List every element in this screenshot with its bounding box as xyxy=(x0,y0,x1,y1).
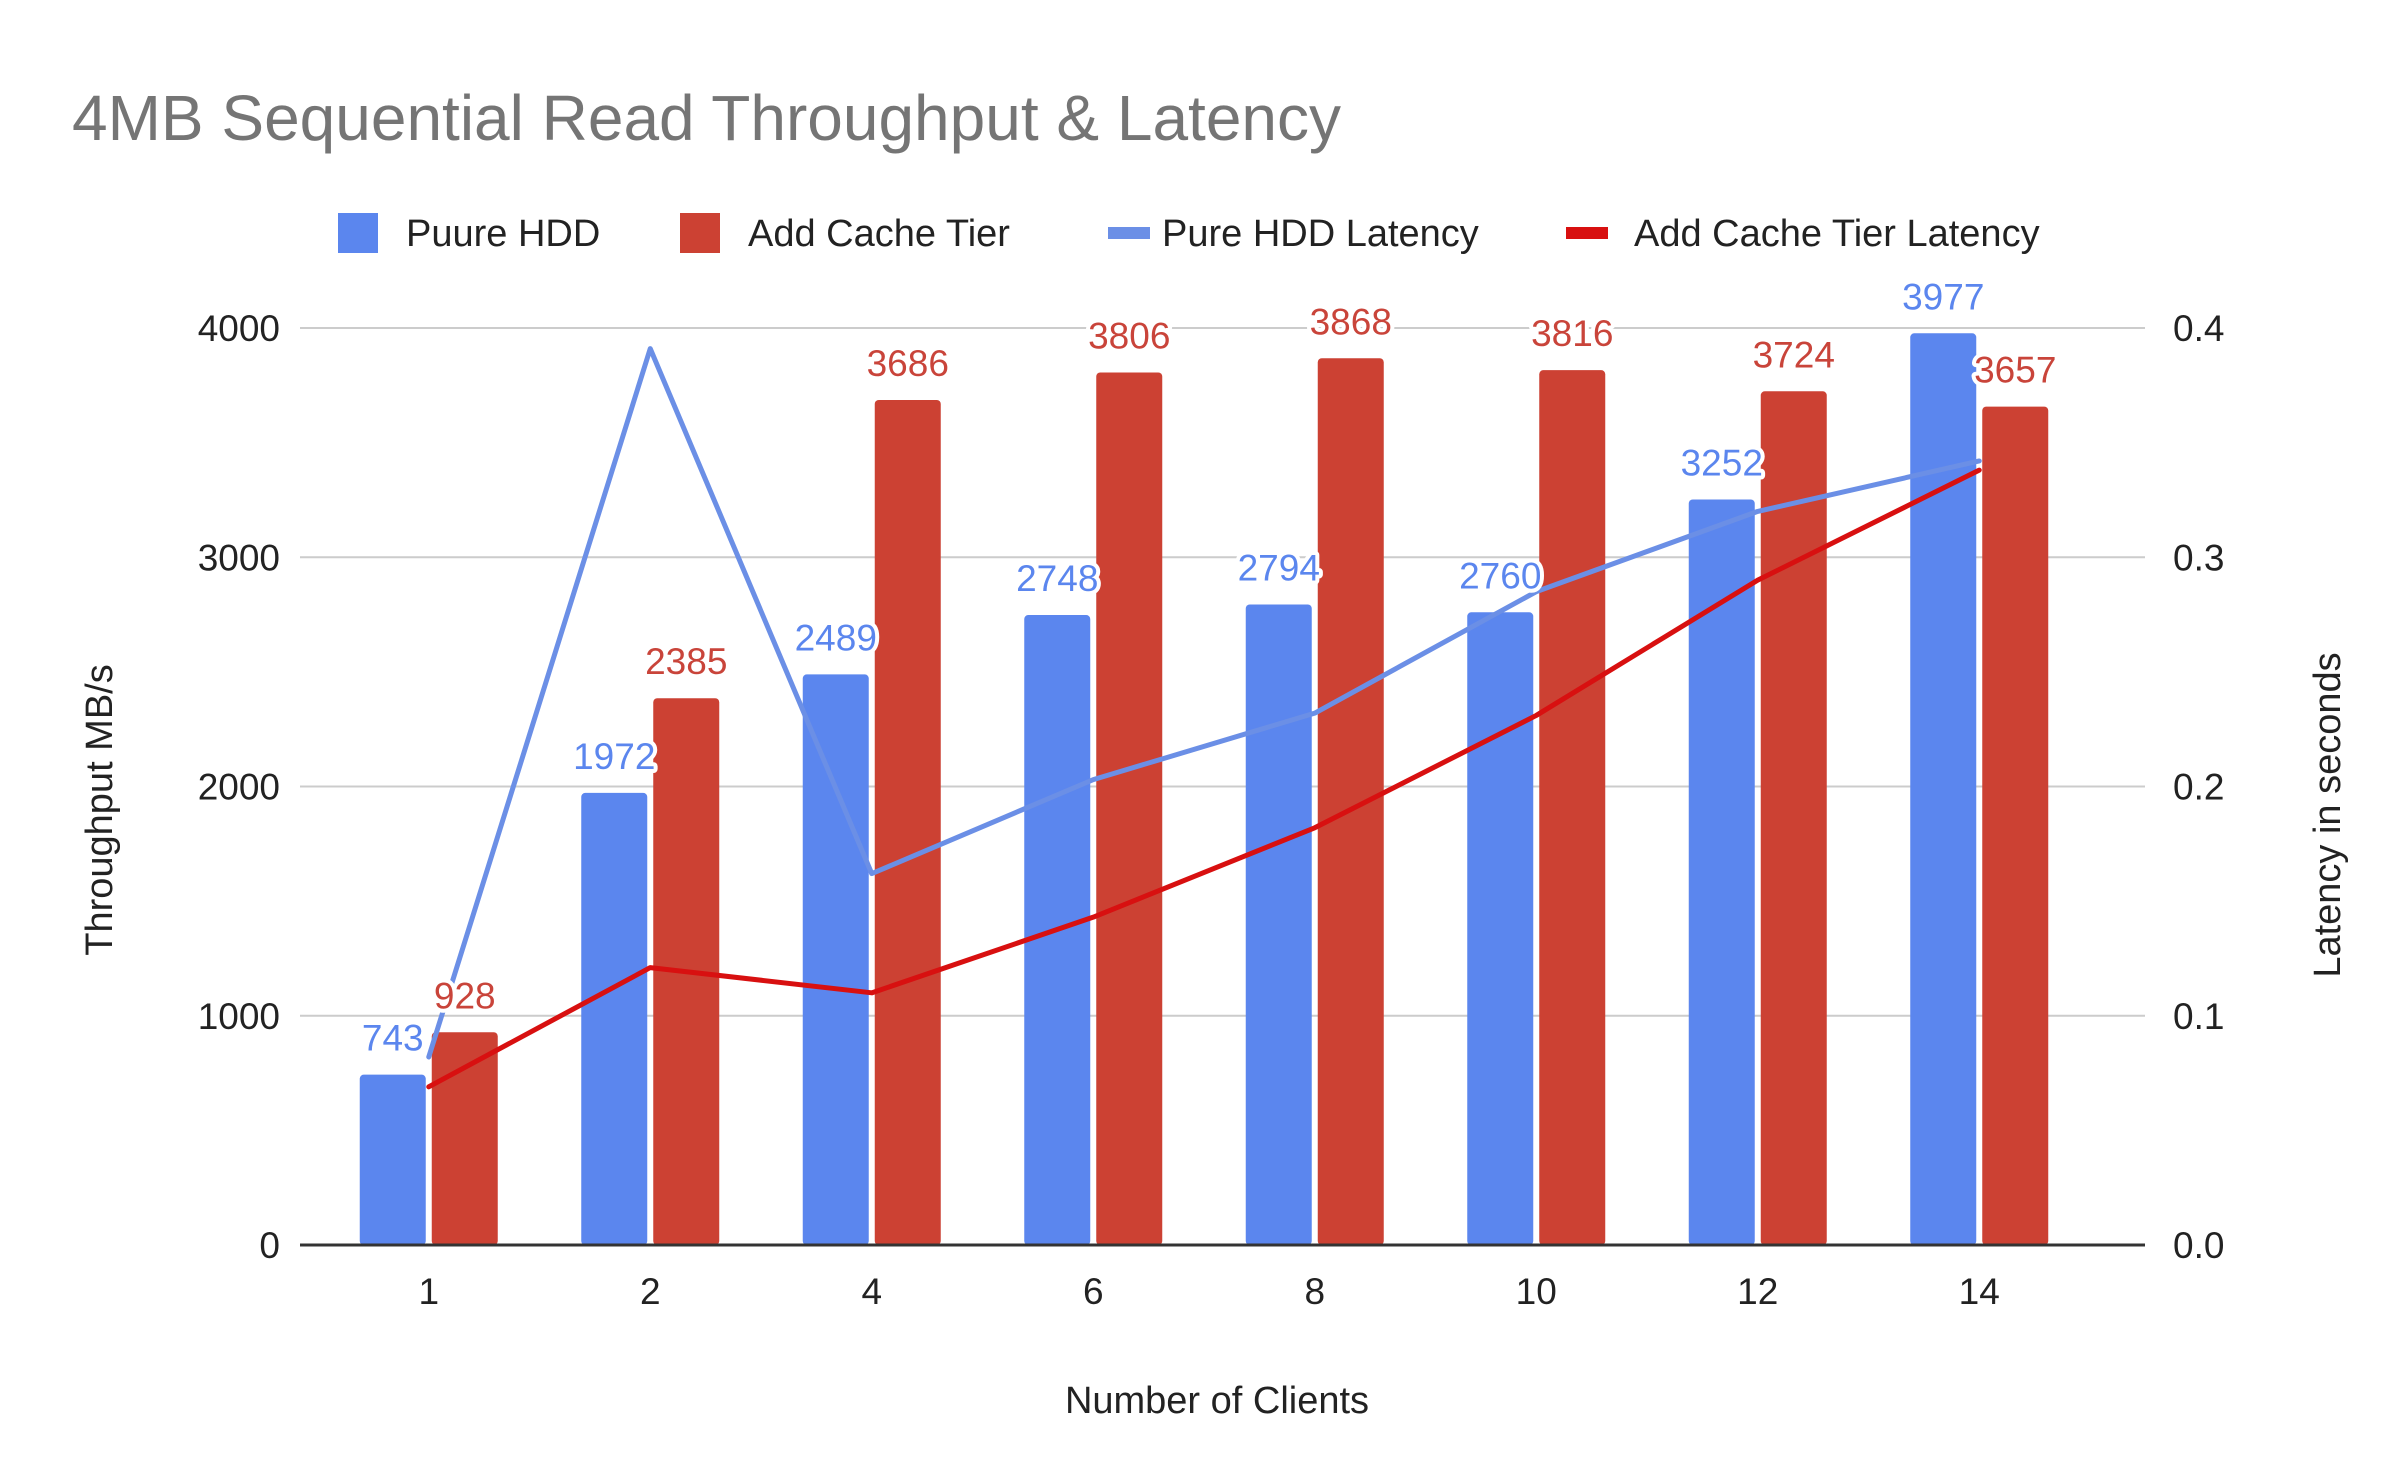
bar-puure-hdd xyxy=(359,1074,426,1245)
legend-label-puure-hdd: Puure HDD xyxy=(406,213,600,255)
y2-tick-label: 0.2 xyxy=(2173,767,2224,808)
bars xyxy=(359,333,2049,1246)
bar-puure-hdd xyxy=(1467,612,1534,1245)
data-label-add-cache-tier: 2385 xyxy=(645,641,727,682)
latency-lines xyxy=(426,346,1982,1090)
y-tick-label: 4000 xyxy=(198,308,280,349)
bar-add-cache-tier xyxy=(1539,370,1606,1245)
x-tick-label: 2 xyxy=(640,1271,661,1312)
y2-tick-label: 0.3 xyxy=(2173,537,2224,578)
bar-puure-hdd xyxy=(1245,604,1312,1245)
y2-tick-label: 0.1 xyxy=(2173,996,2224,1037)
data-label-add-cache-tier: 3686 xyxy=(867,343,949,384)
data-label-add-cache-tier: 3816 xyxy=(1531,313,1613,354)
x-tick-label: 1 xyxy=(418,1271,439,1312)
bar-add-cache-tier xyxy=(1317,358,1384,1245)
y-axis-title: Throughput MB/s xyxy=(79,664,121,955)
bar-puure-hdd xyxy=(581,792,648,1245)
bar-add-cache-tier xyxy=(1096,372,1163,1245)
data-label-add-cache-tier: 3868 xyxy=(1310,301,1392,342)
x-tick-label: 10 xyxy=(1516,1271,1557,1312)
bar-add-cache-tier xyxy=(431,1032,498,1245)
bar-puure-hdd xyxy=(1688,499,1755,1245)
y2-tick-label: 0.4 xyxy=(2173,308,2224,349)
y2-tick-label: 0.0 xyxy=(2173,1225,2224,1266)
y-tick-label: 0 xyxy=(259,1225,280,1266)
legend: Puure HDD Add Cache Tier Pure HDD Latenc… xyxy=(338,213,2040,255)
legend-swatch-pure-hdd-latency xyxy=(1108,227,1150,239)
y-tick-label: 3000 xyxy=(198,537,280,578)
data-label-puure-hdd: 2489 xyxy=(795,617,877,658)
y-tick-label: 1000 xyxy=(198,996,280,1037)
bar-add-cache-tier xyxy=(1982,406,2049,1245)
legend-label-add-cache-tier: Add Cache Tier xyxy=(748,213,1010,255)
line-pure-hdd-latency xyxy=(426,346,1982,1060)
legend-swatch-puure-hdd xyxy=(338,213,378,253)
bar-puure-hdd xyxy=(1910,333,1977,1246)
data-label-puure-hdd: 2748 xyxy=(1016,558,1098,599)
x-axis-ticks: 1 2 4 6 8 10 12 14 xyxy=(418,1271,1999,1312)
data-label-add-cache-tier: 928 xyxy=(434,975,496,1016)
line-add-cache-tier-latency xyxy=(426,467,1982,1090)
legend-swatch-add-cache-tier-latency xyxy=(1566,227,1608,239)
data-label-puure-hdd: 2760 xyxy=(1459,555,1541,596)
data-label-puure-hdd: 3252 xyxy=(1681,442,1763,483)
x-tick-label: 4 xyxy=(861,1271,882,1312)
y-tick-label: 2000 xyxy=(198,767,280,808)
bar-puure-hdd xyxy=(802,674,869,1245)
y2-axis-title: Latency in seconds xyxy=(2307,652,2349,977)
data-label-puure-hdd: 3977 xyxy=(1902,276,1984,317)
legend-label-add-cache-tier-latency: Add Cache Tier Latency xyxy=(1634,213,2040,255)
bar-add-cache-tier xyxy=(874,399,941,1245)
data-label-add-cache-tier: 3657 xyxy=(1974,350,2056,391)
legend-swatch-add-cache-tier xyxy=(680,213,720,253)
data-label-puure-hdd: 2794 xyxy=(1238,547,1320,588)
gridlines xyxy=(300,327,2145,1017)
data-label-add-cache-tier: 3806 xyxy=(1088,315,1170,356)
data-label-puure-hdd: 743 xyxy=(362,1018,424,1059)
x-tick-label: 12 xyxy=(1737,1271,1778,1312)
x-tick-label: 6 xyxy=(1083,1271,1104,1312)
data-label-add-cache-tier: 3724 xyxy=(1753,334,1835,375)
data-labels: 743 1972 2489 2748 2794 2760 3252 3977 928 2385 36… xyxy=(358,272,2061,1062)
chart-title: 4MB Sequential Read Throughput & Latency xyxy=(72,82,1341,154)
legend-label-pure-hdd-latency: Pure HDD Latency xyxy=(1162,213,1479,255)
x-axis-title: Number of Clients xyxy=(1065,1380,1369,1422)
data-label-puure-hdd: 1972 xyxy=(573,736,655,777)
y2-axis-ticks: 0.0 0.1 0.2 0.3 0.4 xyxy=(2173,308,2224,1266)
x-tick-label: 8 xyxy=(1304,1271,1325,1312)
bar-add-cache-tier xyxy=(1760,391,1827,1245)
y-axis-ticks: 0 1000 2000 3000 4000 xyxy=(198,308,280,1266)
x-tick-label: 14 xyxy=(1959,1271,2000,1312)
